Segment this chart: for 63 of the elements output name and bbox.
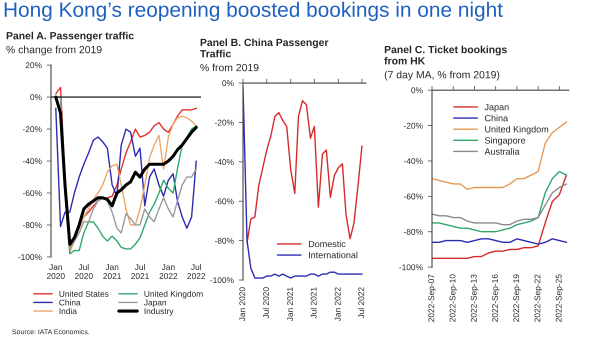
y-tick-label: -80% — [22, 222, 42, 228]
y-tick-label: -60% — [214, 198, 234, 204]
line-series — [432, 121, 568, 190]
legend-label: Industry — [144, 308, 174, 316]
y-tick-label: 0% — [222, 80, 234, 86]
x-tick-label: Jan 2020 — [46, 264, 65, 280]
x-tick-label: 2022-Sep-25 — [556, 274, 564, 322]
chart-subtitle: % change from 2019 — [6, 46, 102, 56]
legend-label: International — [309, 252, 358, 258]
x-tick-label: Jan 2022 — [160, 264, 178, 280]
text: Hong Kong’s reopening boosted bookings in one night — [4, 2, 503, 22]
legend-label: China — [59, 299, 81, 306]
y-tick-label: -100% — [210, 277, 234, 284]
legend-label: Singapore — [484, 136, 526, 146]
x-tick-label: 2022-Sep-13 — [470, 274, 478, 322]
chart-subtitle: % from 2019 — [200, 64, 259, 72]
y-tick-label: 0% — [411, 87, 423, 94]
legend-label: United Kingdom — [485, 126, 548, 134]
x-tick-label: 2022-Sep-16 — [492, 274, 500, 322]
y-tick-label: -40% — [22, 158, 42, 164]
legend-label: India — [60, 308, 77, 314]
x-tick-label: Jan 2021 — [103, 264, 122, 280]
y-tick-label: -60% — [22, 190, 42, 196]
legend-label: Japan — [144, 300, 166, 308]
x-tick-label: Jul 2021 — [310, 287, 317, 318]
y-tick-label: -20% — [404, 122, 423, 129]
x-tick-label: 2022-Sep-22 — [534, 274, 542, 322]
x-tick-label: 2022-Sep-10 — [450, 274, 458, 322]
line-series — [432, 183, 568, 226]
line-series — [432, 174, 568, 259]
x-tick-label: 2022-Sep-19 — [513, 274, 521, 322]
legend-label: United Kingdom — [144, 290, 203, 299]
y-tick-label: -60% — [404, 194, 423, 200]
y-tick-label: -100% — [18, 254, 42, 260]
y-tick-label: -80% — [214, 238, 234, 244]
chart-title: Panel A. Passenger traffic — [6, 32, 134, 42]
x-tick-label: Jan 2020 — [239, 287, 246, 322]
x-tick-label: Jan 2022 — [334, 287, 341, 322]
y-tick-label: 0% — [30, 94, 42, 100]
chart-subtitle: (7 day MA, % from 2019) — [384, 70, 500, 80]
x-tick-label: Jan 2021 — [287, 287, 293, 322]
legend-label: Australia — [484, 148, 520, 155]
line-series — [55, 108, 197, 229]
y-tick-label: -40% — [214, 159, 234, 165]
x-tick-label: 2022-Sep-07 — [428, 274, 436, 322]
x-tick-label: Jul 2022 — [358, 287, 364, 318]
x-tick-label: Jul 2022 — [187, 264, 206, 280]
x-tick-label: Jul 2020 — [74, 264, 93, 280]
y-tick-label: -20% — [214, 120, 234, 126]
y-tick-label: 20% — [26, 62, 42, 68]
y-tick-label: -100% — [399, 264, 423, 270]
legend-label: China — [484, 114, 508, 122]
y-tick-label: -40% — [404, 158, 423, 164]
x-tick-label: Jul 2021 — [131, 264, 149, 280]
legend-label: Domestic — [308, 240, 346, 248]
legend-label: Japan — [484, 104, 509, 112]
y-tick-label: -80% — [404, 228, 423, 235]
y-tick-label: -20% — [22, 126, 42, 132]
x-tick-label: Jul 2020 — [262, 287, 269, 318]
legend-label: United States — [59, 290, 109, 297]
chart-title: Panel B. China Passenger Traffic — [200, 38, 328, 58]
chart-title: Panel C. Ticket bookings from HK — [384, 46, 507, 65]
line-series — [432, 170, 568, 232]
